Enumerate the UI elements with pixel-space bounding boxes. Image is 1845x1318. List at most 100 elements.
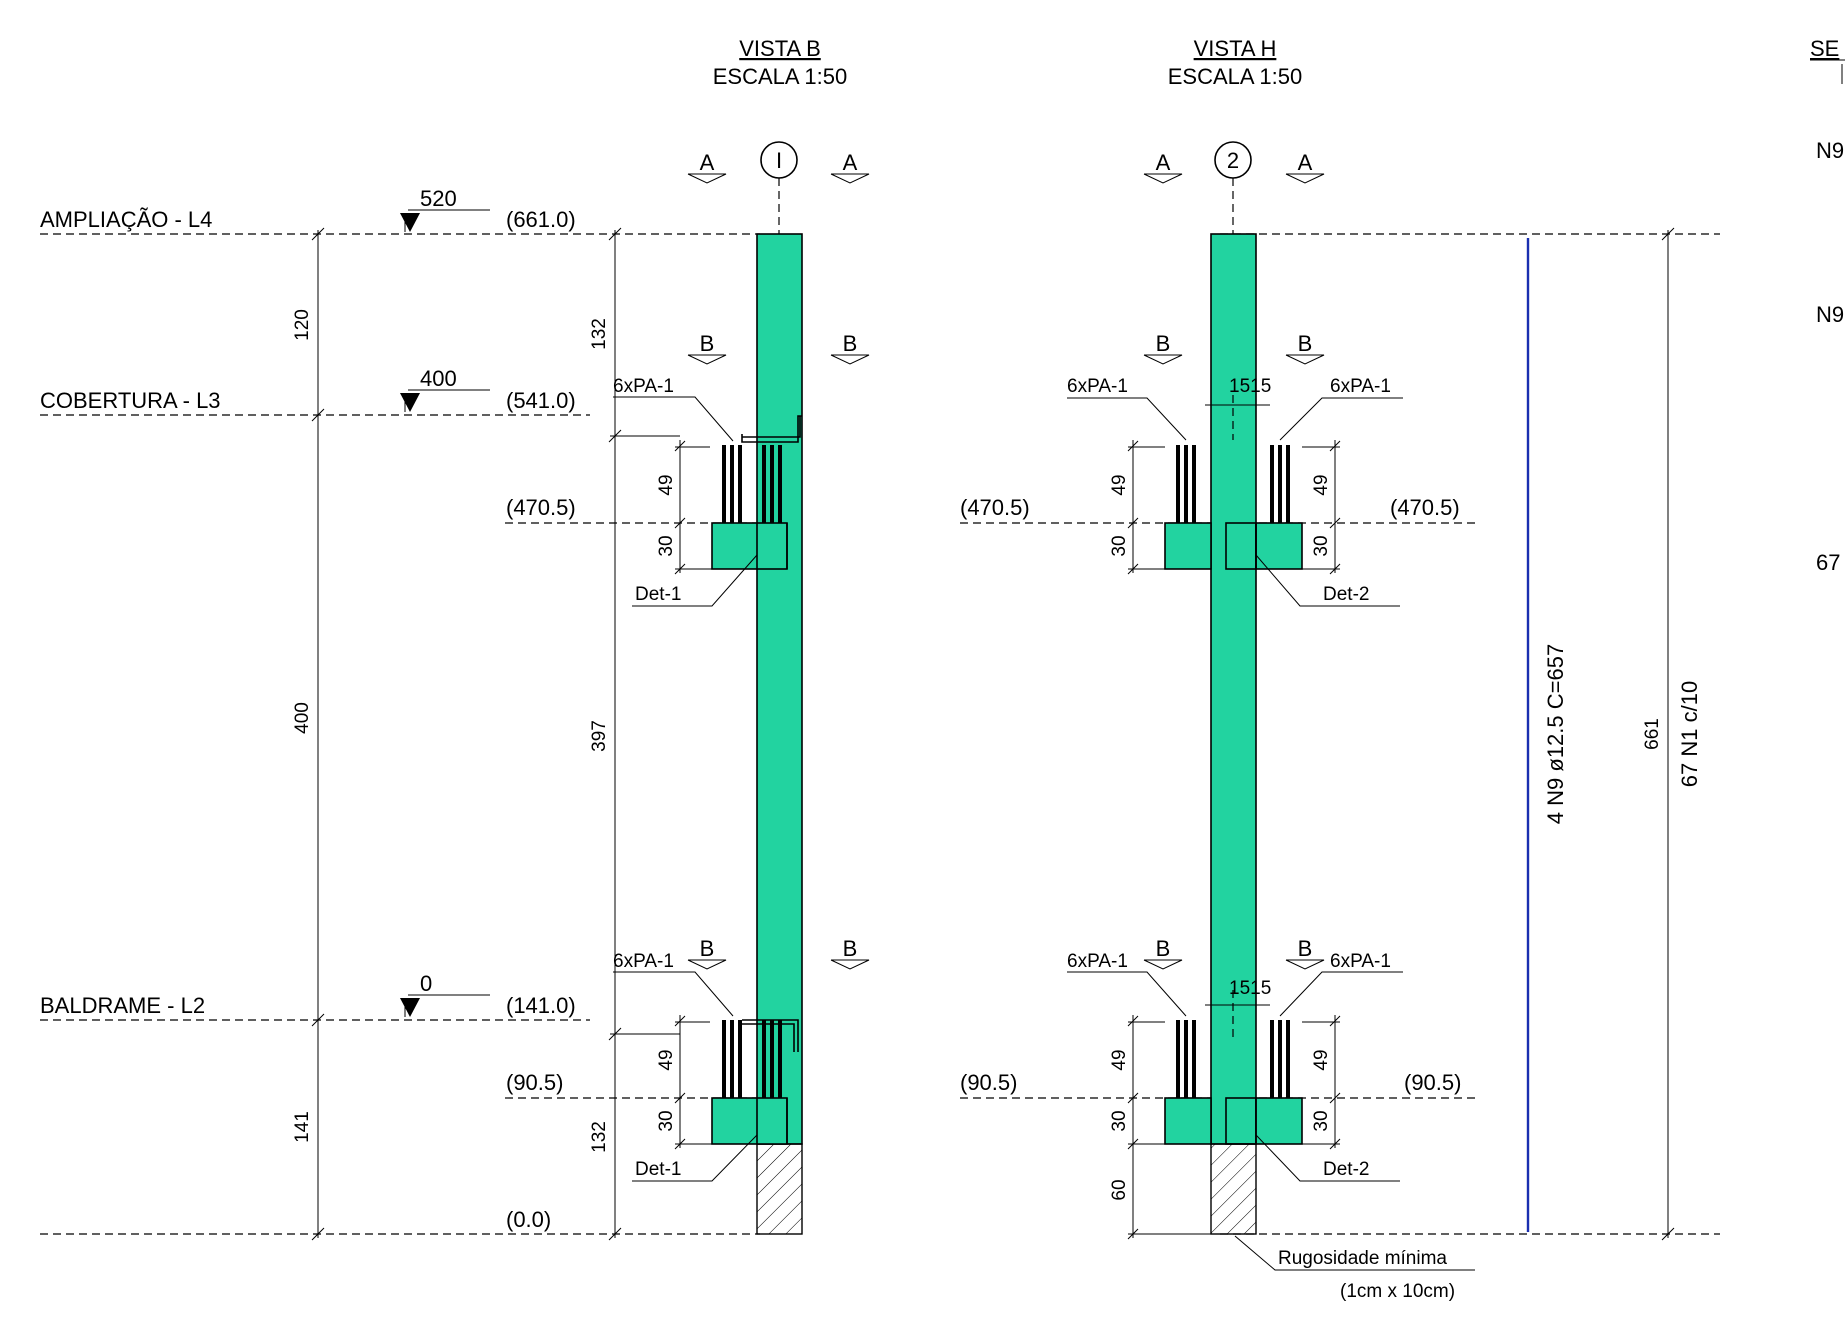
- right-dim-661: 661 67 N1 c/10: [1642, 227, 1702, 1241]
- bracket-h-lower-left: [1164, 1097, 1212, 1145]
- elev-470-h-right: (470.5): [1390, 495, 1460, 520]
- axis-label-h: 2: [1227, 148, 1239, 173]
- dim-30-h-lower-right: 30: [1311, 1110, 1332, 1131]
- cut-marker-b: B: [830, 331, 870, 365]
- svg-text:B: B: [1298, 936, 1313, 961]
- dim-60-h: 60: [1109, 1179, 1130, 1200]
- level-mark-l2: 0: [400, 971, 490, 1017]
- callout-det1-upper: Det-1: [635, 584, 681, 605]
- partial-section: SE N9 N9 67: [1810, 36, 1845, 575]
- dim-49-b-upper: 49: [656, 474, 677, 495]
- elev-470-b: (470.5): [506, 495, 576, 520]
- pa-bars-h-lower: [1176, 1020, 1290, 1098]
- callout-pa-b-upper: 6xPA-1: [613, 376, 674, 397]
- level-name-l3: COBERTURA - L3: [40, 388, 221, 413]
- section-title: SE: [1810, 36, 1839, 61]
- dim-132-top: 132: [589, 318, 610, 350]
- cut-marker-b: B: [1143, 936, 1183, 970]
- cut-marker-a: A: [687, 150, 727, 184]
- callout-det2-lower: Det-2: [1323, 1159, 1369, 1180]
- dim-49-h-upper-right: 49: [1311, 474, 1332, 495]
- pa-bars-b-upper: [722, 415, 802, 523]
- view-b-title: VISTA B: [739, 36, 821, 61]
- svg-text:B: B: [700, 331, 715, 356]
- elev-141: (141.0): [506, 993, 576, 1018]
- stirrups-label: 67 N1 c/10: [1677, 681, 1702, 787]
- level-mark-value-l3: 400: [420, 366, 457, 391]
- dim-30-h-upper-left: 30: [1109, 535, 1130, 556]
- dim-30-b-lower: 30: [656, 1110, 677, 1131]
- callout-det2-upper: Det-2: [1323, 584, 1369, 605]
- cut-marker-a: A: [1285, 150, 1325, 184]
- dim-49-h-lower-right: 49: [1311, 1049, 1332, 1070]
- level-mark-l3: 400: [400, 366, 490, 412]
- bracket-h-lower-right: [1255, 1097, 1303, 1145]
- svg-text:B: B: [700, 936, 715, 961]
- svg-text:B: B: [1298, 331, 1313, 356]
- dim-141: 141: [292, 1111, 313, 1143]
- svg-text:A: A: [1156, 150, 1171, 175]
- level-mark-value-l2: 0: [420, 971, 432, 996]
- view-b-bracket-dims: 49 30 49 30: [656, 440, 712, 1150]
- elev-90-h-left: (90.5): [960, 1070, 1017, 1095]
- view-b-callouts: 6xPA-1 6xPA-1 Det-1 Det-1: [613, 376, 758, 1182]
- pa-bars-h-upper: [1176, 445, 1290, 523]
- dim-120: 120: [292, 309, 313, 341]
- section-text-3: 67: [1816, 550, 1840, 575]
- bracket-b-upper: [711, 522, 788, 570]
- elev-541: (541.0): [506, 388, 576, 413]
- level-lines: [40, 233, 1720, 1235]
- elev-470-h-left: (470.5): [960, 495, 1030, 520]
- dim-49-h-lower-left: 49: [1109, 1049, 1130, 1070]
- dim-397: 397: [589, 720, 610, 752]
- cut-marker-a: A: [830, 150, 870, 184]
- view-h-title: VISTA H: [1194, 36, 1277, 61]
- dim-1515-lower: 1515: [1229, 978, 1271, 999]
- level-mark-value-l4: 520: [420, 186, 457, 211]
- pa-bars-b-lower: [722, 1019, 799, 1098]
- column-h-foundation: [1210, 1143, 1257, 1235]
- svg-text:A: A: [700, 150, 715, 175]
- view-h-callouts: 6xPA-1 6xPA-1 6xPA-1 6xPA-1 Det-2 Det-2: [1067, 376, 1403, 1182]
- roughness-note-line1: Rugosidade mínima: [1278, 1248, 1447, 1269]
- column-b-concrete: [756, 233, 803, 1145]
- bracket-h-lower-core: [1225, 1097, 1257, 1145]
- callout-pa-h-upper-left: 6xPA-1: [1067, 376, 1128, 397]
- dim-1515-upper: 1515: [1229, 376, 1271, 397]
- section-text-1: N9: [1816, 138, 1844, 163]
- view-h-bracket-dims: 49 30 49 30 49 30 60 49 30: [1109, 440, 1341, 1240]
- section-text-2: N9: [1816, 302, 1844, 327]
- dim-30-h-upper-right: 30: [1311, 535, 1332, 556]
- elev-661: (661.0): [506, 207, 576, 232]
- cut-marker-b: B: [830, 936, 870, 970]
- cut-marker-b: B: [687, 331, 727, 365]
- view-h-scale: ESCALA 1:50: [1168, 64, 1303, 89]
- view-b-scale: ESCALA 1:50: [713, 64, 848, 89]
- level-dim-chain: 120 400 141: [292, 227, 325, 1241]
- elev-0: (0.0): [506, 1207, 551, 1232]
- cut-markers: A A A A B B B B: [687, 150, 1325, 970]
- level-mark-l4: 520: [400, 186, 490, 232]
- callout-pa-h-upper-right: 6xPA-1: [1330, 376, 1391, 397]
- dim-661: 661: [1642, 718, 1663, 750]
- svg-text:B: B: [843, 936, 858, 961]
- svg-text:A: A: [1298, 150, 1313, 175]
- column-b-foundation: [756, 1143, 803, 1235]
- bracket-h-upper-right: [1255, 522, 1303, 570]
- dim-30-b-upper: 30: [656, 535, 677, 556]
- callout-det1-lower: Det-1: [635, 1159, 681, 1180]
- svg-text:B: B: [843, 331, 858, 356]
- callout-pa-b-lower: 6xPA-1: [613, 951, 674, 972]
- svg-text:A: A: [843, 150, 858, 175]
- callout-pa-h-lower-right: 6xPA-1: [1330, 951, 1391, 972]
- dim-49-h-upper-left: 49: [1109, 474, 1130, 495]
- svg-text:B: B: [1156, 331, 1171, 356]
- elev-90-h-right: (90.5): [1404, 1070, 1461, 1095]
- axis-label-b: I: [776, 148, 782, 173]
- dim-30-h-lower-left: 30: [1109, 1110, 1130, 1131]
- cut-marker-b: B: [1285, 331, 1325, 365]
- dim-400: 400: [292, 702, 313, 734]
- view-h-column: [1164, 233, 1303, 1235]
- view-b-column: [711, 233, 803, 1235]
